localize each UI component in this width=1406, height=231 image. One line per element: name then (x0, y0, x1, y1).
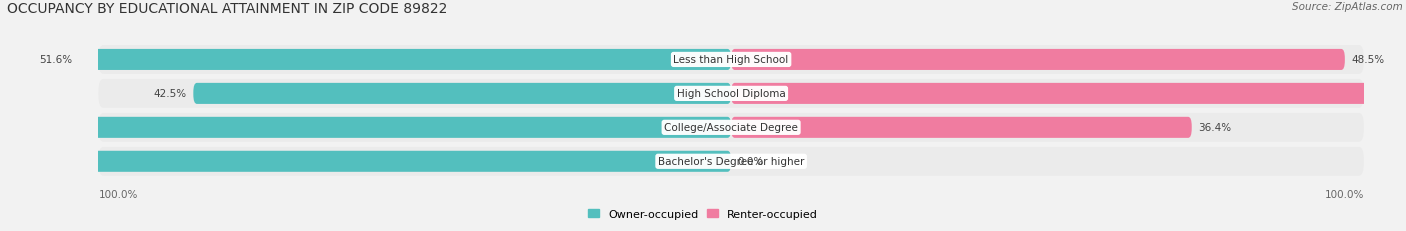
FancyBboxPatch shape (0, 117, 731, 138)
Text: 51.6%: 51.6% (39, 55, 72, 65)
FancyBboxPatch shape (194, 83, 731, 104)
FancyBboxPatch shape (79, 50, 731, 71)
Legend: Owner-occupied, Renter-occupied: Owner-occupied, Renter-occupied (583, 204, 823, 223)
FancyBboxPatch shape (731, 83, 1406, 104)
Text: 100.0%: 100.0% (98, 189, 138, 199)
FancyBboxPatch shape (98, 80, 1364, 108)
FancyBboxPatch shape (98, 113, 1364, 142)
Text: College/Associate Degree: College/Associate Degree (664, 123, 799, 133)
Text: Bachelor's Degree or higher: Bachelor's Degree or higher (658, 157, 804, 167)
FancyBboxPatch shape (98, 147, 1364, 176)
Text: 36.4%: 36.4% (1198, 123, 1232, 133)
Text: High School Diploma: High School Diploma (676, 89, 786, 99)
Text: 48.5%: 48.5% (1351, 55, 1385, 65)
FancyBboxPatch shape (731, 117, 1192, 138)
FancyBboxPatch shape (98, 46, 1364, 75)
Text: 0.0%: 0.0% (737, 157, 763, 167)
Text: 42.5%: 42.5% (153, 89, 187, 99)
Text: Source: ZipAtlas.com: Source: ZipAtlas.com (1292, 2, 1403, 12)
Text: OCCUPANCY BY EDUCATIONAL ATTAINMENT IN ZIP CODE 89822: OCCUPANCY BY EDUCATIONAL ATTAINMENT IN Z… (7, 2, 447, 16)
FancyBboxPatch shape (0, 151, 731, 172)
Text: 100.0%: 100.0% (1324, 189, 1364, 199)
Text: Less than High School: Less than High School (673, 55, 789, 65)
FancyBboxPatch shape (731, 50, 1344, 71)
